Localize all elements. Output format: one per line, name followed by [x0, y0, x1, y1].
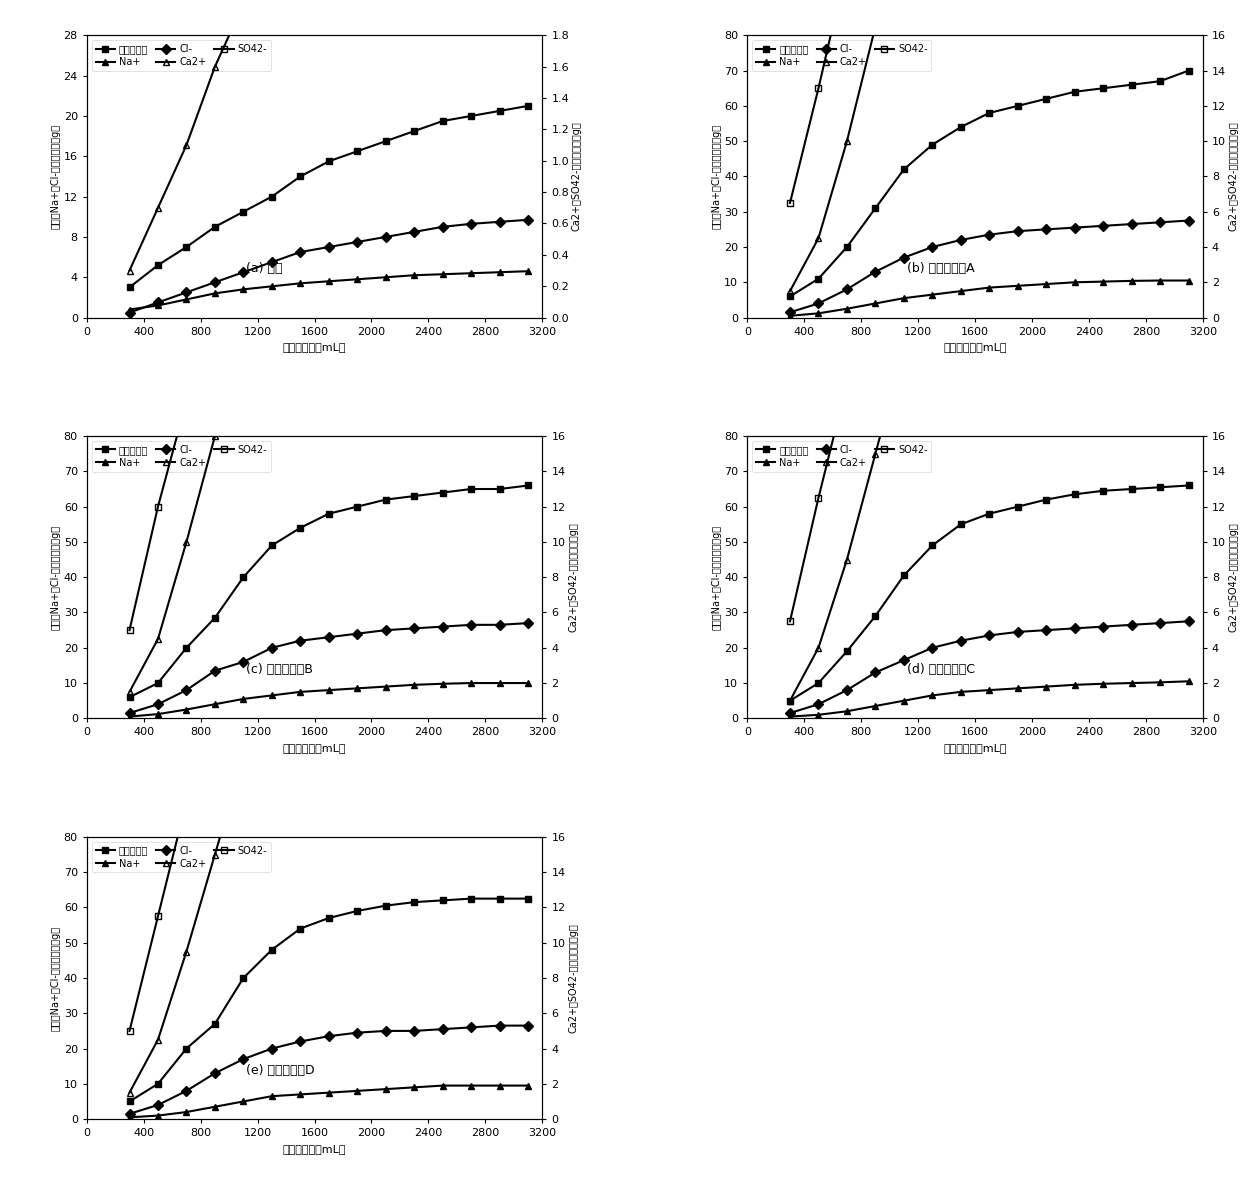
X-axis label: 淋洗液体积（mL）: 淋洗液体积（mL） [283, 743, 346, 753]
Text: (d) 改良调理剂C: (d) 改良调理剂C [906, 663, 975, 676]
X-axis label: 淋洗液体积（mL）: 淋洗液体积（mL） [283, 342, 346, 352]
Legend: 盐分淋洗量, Na+, Cl-, Ca2+, SO42-: 盐分淋洗量, Na+, Cl-, Ca2+, SO42- [92, 40, 272, 71]
Y-axis label: 盐分、Na+、Cl-累积淋洗量（g）: 盐分、Na+、Cl-累积淋洗量（g） [51, 926, 61, 1031]
Y-axis label: Ca2+、SO42-累积淋洗量（g）: Ca2+、SO42-累积淋洗量（g） [1229, 522, 1239, 633]
Y-axis label: Ca2+、SO42-累积淋洗量（g）: Ca2+、SO42-累积淋洗量（g） [568, 924, 578, 1033]
Legend: 盐分淋洗量, Na+, Cl-, Ca2+, SO42-: 盐分淋洗量, Na+, Cl-, Ca2+, SO42- [92, 441, 272, 471]
Legend: 盐分淋洗量, Na+, Cl-, Ca2+, SO42-: 盐分淋洗量, Na+, Cl-, Ca2+, SO42- [92, 842, 272, 873]
X-axis label: 淋洗液体积（mL）: 淋洗液体积（mL） [944, 342, 1007, 352]
Text: (c) 改良调理剂B: (c) 改良调理剂B [247, 663, 314, 676]
Y-axis label: Ca2+、SO42-累积淋洗量（g）: Ca2+、SO42-累积淋洗量（g） [572, 121, 582, 231]
X-axis label: 淋洗液体积（mL）: 淋洗液体积（mL） [283, 1144, 346, 1153]
X-axis label: 淋洗液体积（mL）: 淋洗液体积（mL） [944, 743, 1007, 753]
Legend: 盐分淋洗量, Na+, Cl-, Ca2+, SO42-: 盐分淋洗量, Na+, Cl-, Ca2+, SO42- [753, 40, 931, 71]
Text: (b) 改良调理剂A: (b) 改良调理剂A [906, 263, 975, 276]
Y-axis label: 盐分、Na+、Cl-累积淋洗量（g）: 盐分、Na+、Cl-累积淋洗量（g） [712, 124, 722, 229]
Text: (a) 对照: (a) 对照 [247, 263, 283, 276]
Y-axis label: Ca2+、SO42-累积淋洗量（g）: Ca2+、SO42-累积淋洗量（g） [1229, 121, 1239, 231]
Y-axis label: 盐分、Na+、Cl-累积淋洗量（g）: 盐分、Na+、Cl-累积淋洗量（g） [51, 524, 61, 630]
Y-axis label: 盐分、Na+、Cl-累积淋洗量（g）: 盐分、Na+、Cl-累积淋洗量（g） [712, 524, 722, 630]
Legend: 盐分淋洗量, Na+, Cl-, Ca2+, SO42-: 盐分淋洗量, Na+, Cl-, Ca2+, SO42- [753, 441, 931, 471]
Text: (e) 改良调理剂D: (e) 改良调理剂D [247, 1064, 315, 1077]
Y-axis label: 盐分、Na+、Cl-累积淋洗量（g）: 盐分、Na+、Cl-累积淋洗量（g） [51, 124, 61, 229]
Y-axis label: Ca2+、SO42-累积淋洗量（g）: Ca2+、SO42-累积淋洗量（g） [568, 522, 578, 633]
